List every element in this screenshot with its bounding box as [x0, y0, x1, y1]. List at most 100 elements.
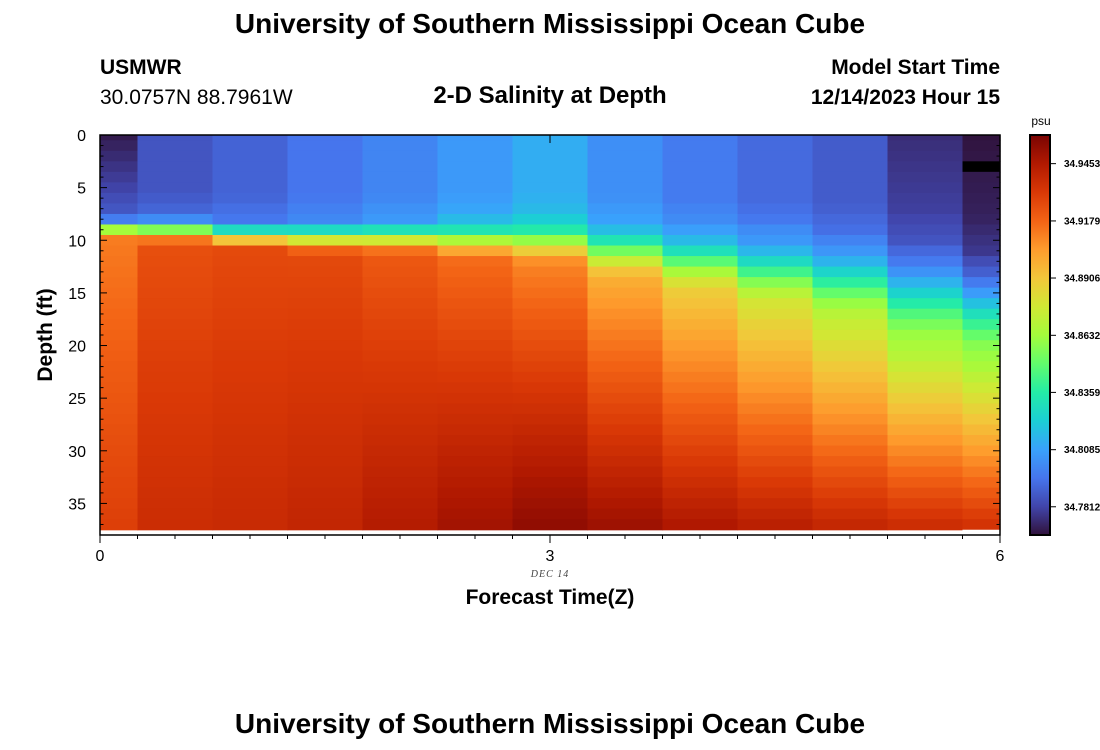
heatmap-cell	[212, 413, 289, 426]
heatmap-cell	[737, 466, 814, 478]
heatmap-cell	[100, 287, 139, 299]
heatmap-cell	[587, 382, 664, 394]
heatmap-cell	[362, 413, 439, 426]
heatmap-cell	[362, 340, 439, 352]
heatmap-cell	[212, 256, 289, 268]
heatmap-cell	[362, 235, 439, 247]
heatmap-cell	[362, 466, 439, 478]
heatmap-cell	[212, 361, 289, 373]
heatmap-cell	[812, 466, 889, 478]
heatmap-cell	[512, 287, 589, 299]
heatmap-cell	[212, 466, 289, 478]
heatmap-cell	[287, 382, 364, 394]
heatmap-cell	[887, 308, 964, 320]
heatmap-cell	[100, 371, 139, 383]
heatmap-cell	[512, 245, 589, 257]
heatmap-cell	[512, 466, 589, 478]
colorbar: psu 34.9453 34.9179 34.8906 34.8632 34.8359 3…	[1029, 114, 1100, 536]
station-coordinates: 30.0757N 88.7961W	[100, 86, 293, 109]
heatmap-cell	[587, 456, 664, 468]
no-data-cell	[962, 529, 1000, 535]
heatmap-cell	[512, 203, 589, 215]
heatmap-cell	[812, 340, 889, 352]
heatmap-cell	[512, 477, 589, 489]
heatmap-cell	[437, 235, 514, 247]
heatmap-cell	[437, 477, 514, 489]
heatmap-cell	[137, 382, 214, 394]
heatmap-cell	[212, 445, 289, 457]
heatmap-cell	[287, 213, 364, 226]
heatmap-cell	[437, 319, 514, 331]
heatmap-cell	[662, 519, 739, 531]
heatmap-cell	[287, 161, 364, 173]
heatmap-cell	[287, 140, 364, 152]
heatmap-cell	[512, 256, 589, 268]
heatmap-cell	[662, 498, 739, 510]
heatmap-cell	[137, 245, 214, 257]
heatmap-cell	[887, 382, 964, 394]
heatmap-cell	[662, 224, 739, 236]
heatmap-cell	[437, 508, 514, 520]
heatmap-cell	[287, 424, 364, 436]
heatmap-cell	[287, 135, 364, 141]
heatmap-cell	[662, 456, 739, 468]
heatmap-cell	[212, 477, 289, 489]
heatmap-cell	[512, 224, 589, 236]
heatmap-cell	[100, 350, 139, 362]
heatmap-cell	[437, 192, 514, 205]
heatmap-cell	[137, 403, 214, 415]
heatmap-cell	[362, 256, 439, 268]
heatmap-cell	[362, 319, 439, 331]
heatmap-cell	[100, 413, 139, 426]
heatmap-cell	[100, 445, 139, 457]
heatmap-cell	[812, 319, 889, 331]
model-start-value: 12/14/2023 Hour 15	[810, 86, 1000, 109]
heatmap-cell	[287, 182, 364, 194]
heatmap-cell	[512, 435, 589, 447]
heatmap-cell	[887, 508, 964, 520]
heatmap-cell	[587, 308, 664, 320]
heatmap-cell	[212, 150, 289, 162]
heatmap-cell	[812, 413, 889, 426]
heatmap-cell	[962, 445, 1001, 457]
heatmap-cell	[437, 392, 514, 405]
heatmap-cell	[137, 287, 214, 299]
heatmap-cell	[737, 192, 814, 205]
heatmap-cell	[587, 182, 664, 194]
heatmap-cell	[287, 392, 364, 405]
heatmap-cell	[362, 308, 439, 320]
heatmap-cell	[362, 287, 439, 299]
heatmap-cell	[737, 319, 814, 331]
heatmap-cell	[737, 161, 814, 173]
heatmap-cell	[212, 371, 289, 383]
heatmap-cell	[587, 403, 664, 415]
heatmap-cell	[100, 392, 139, 405]
heatmap-cell	[737, 361, 814, 373]
heatmap-cell	[737, 245, 814, 257]
heatmap-cell	[137, 477, 214, 489]
heatmap-cell	[812, 361, 889, 373]
heatmap-cell	[962, 245, 1001, 257]
heatmap-cell	[100, 203, 139, 215]
colorbar-tick-label: 34.9179	[1064, 216, 1100, 227]
heatmap-cell	[812, 192, 889, 205]
heatmap-cell	[587, 435, 664, 447]
heatmap-cell	[362, 403, 439, 415]
heatmap-cell	[100, 298, 139, 310]
heatmap-cell	[737, 277, 814, 289]
heatmap-cell	[737, 487, 814, 499]
heatmap-cell	[587, 171, 664, 183]
heatmap-cell	[587, 445, 664, 457]
heatmap-cell	[812, 403, 889, 415]
heatmap-cell	[362, 140, 439, 152]
heatmap-cell	[512, 371, 589, 383]
heatmap-cell	[212, 213, 289, 226]
heatmap-cell	[437, 382, 514, 394]
heatmap-cell	[212, 424, 289, 436]
heatmap-cell	[512, 508, 589, 520]
heatmap-cell	[137, 319, 214, 331]
heatmap-cell	[887, 213, 964, 226]
colorbar-tick-label: 34.8085	[1064, 445, 1100, 456]
y-tick-label: 30	[68, 444, 86, 461]
heatmap-cell	[737, 213, 814, 226]
